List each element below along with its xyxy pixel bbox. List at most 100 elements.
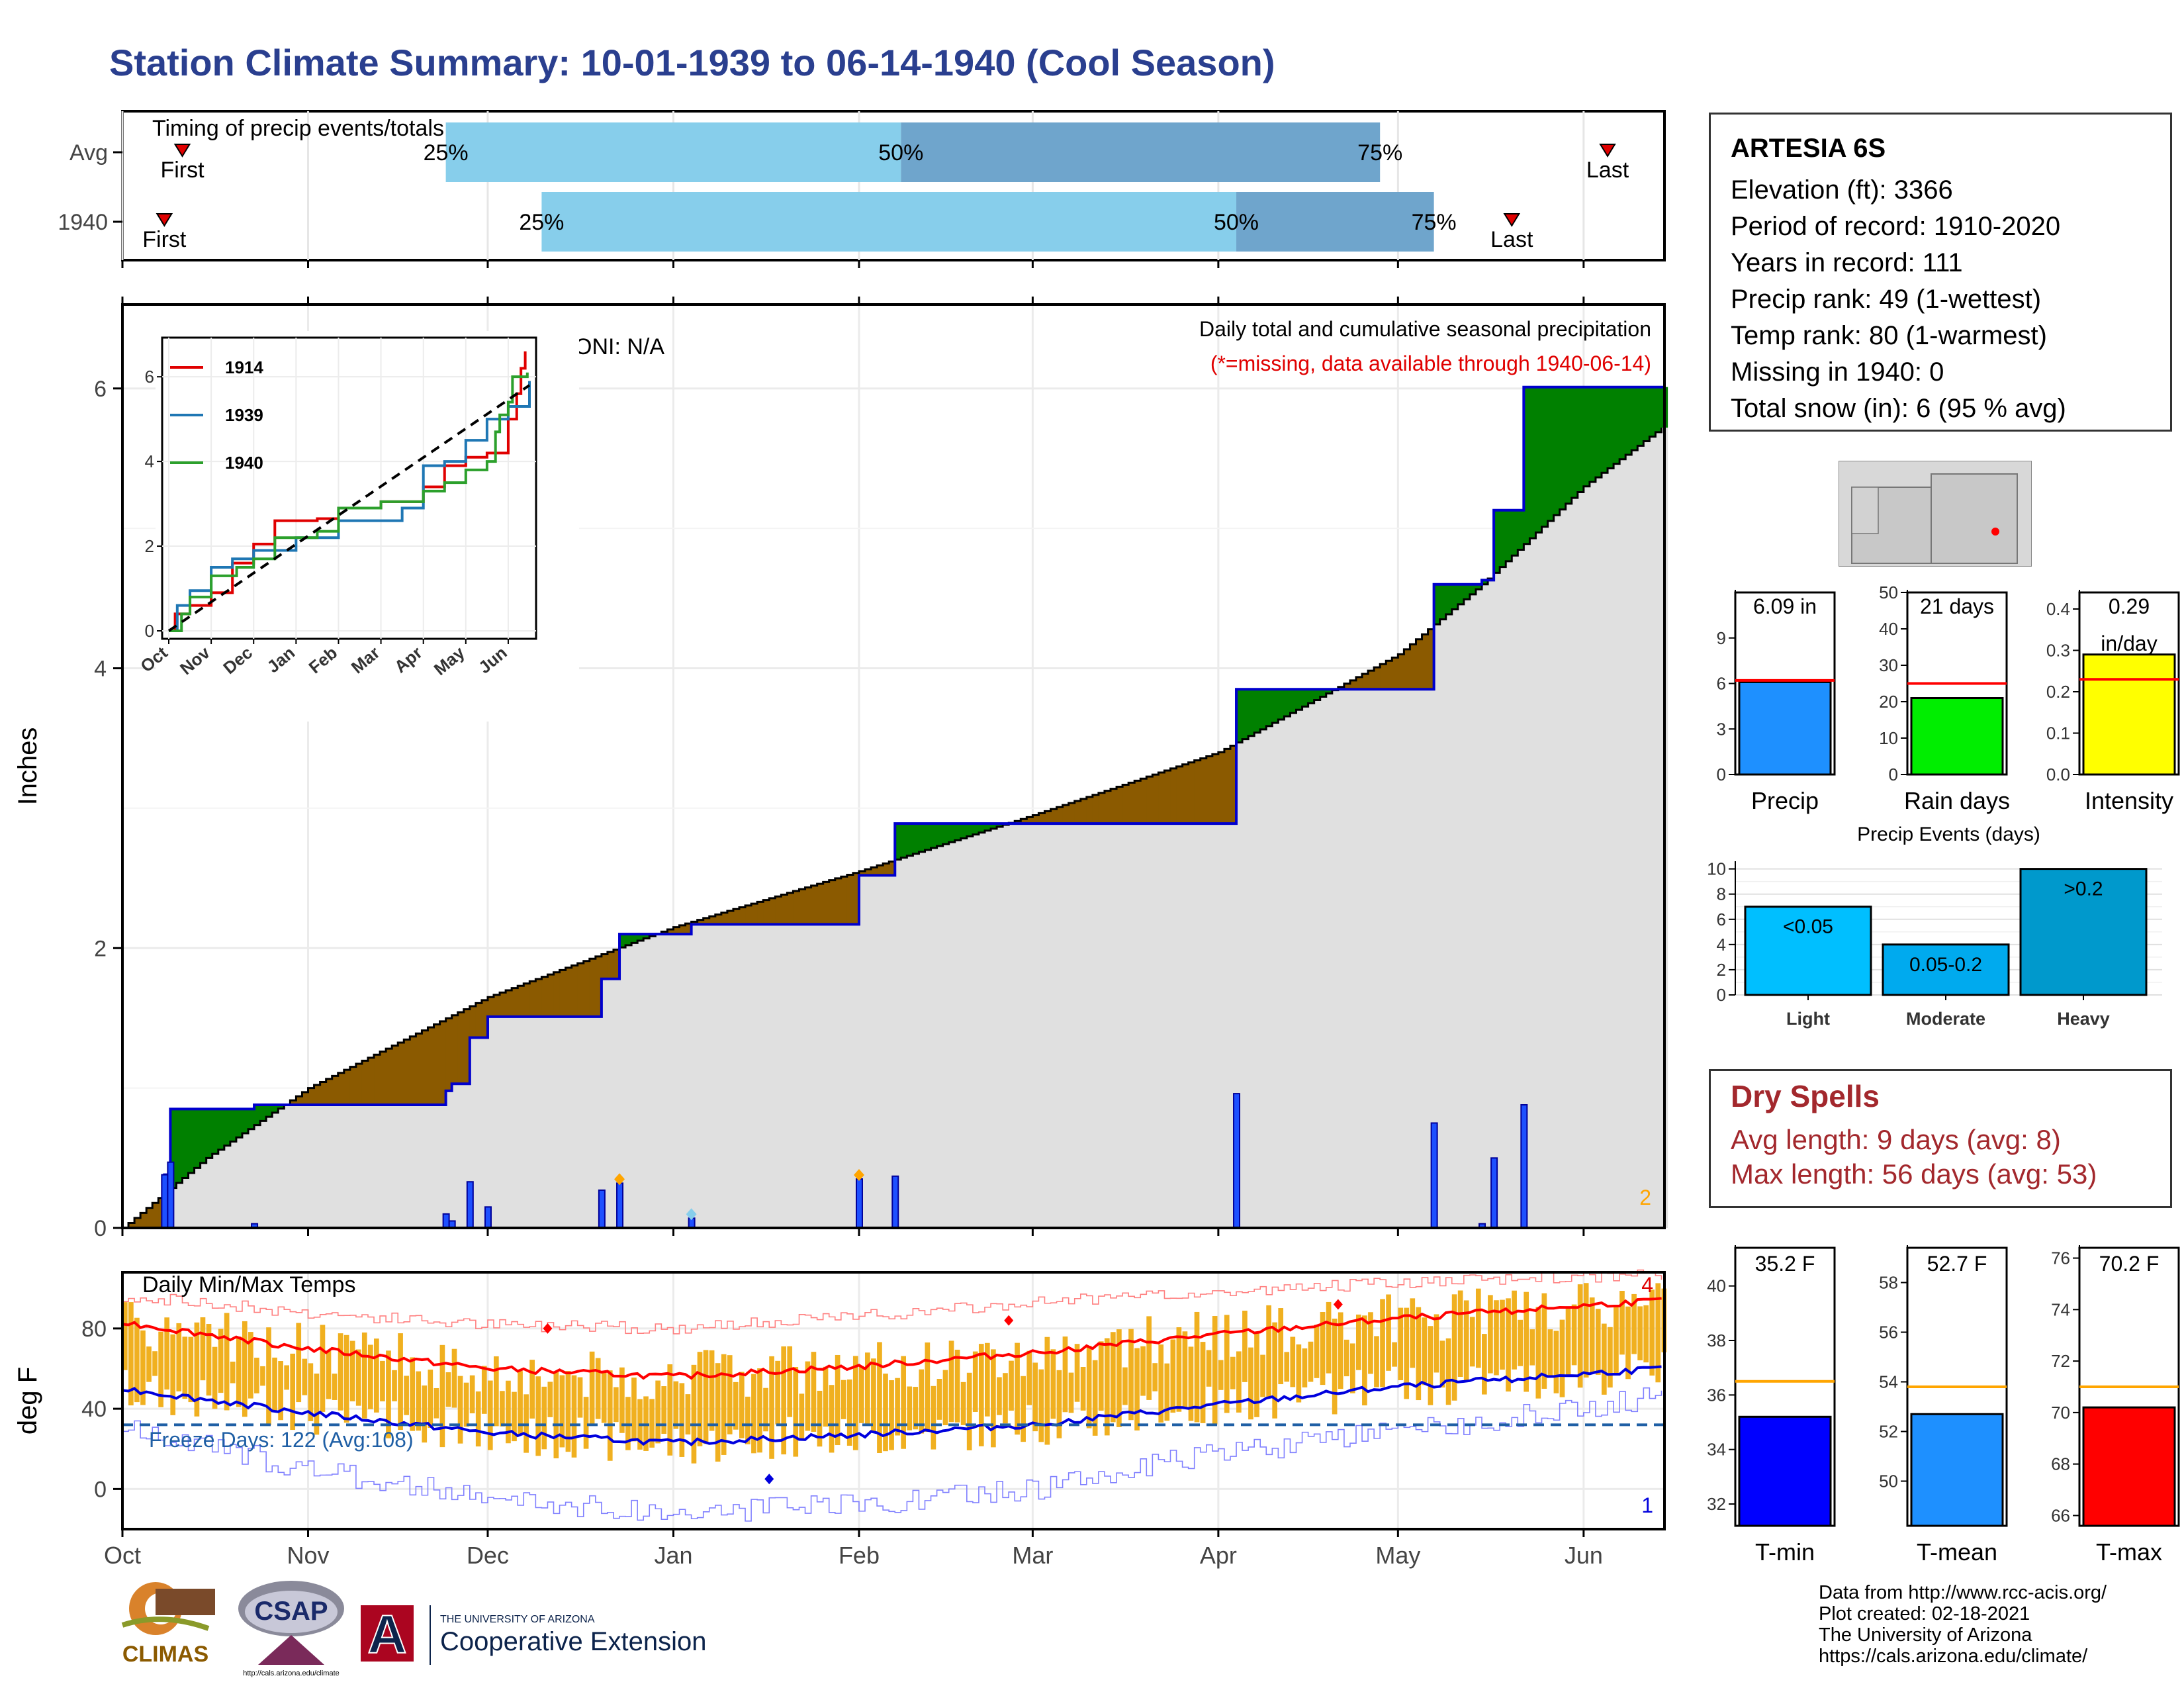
precip-below-normal bbox=[817, 884, 824, 925]
temp-daily-bar bbox=[1302, 1348, 1308, 1387]
precip-normal-area bbox=[793, 924, 800, 1228]
summary-bar-temp-1 bbox=[1910, 1413, 2004, 1527]
temp-daily-bar bbox=[1445, 1338, 1451, 1405]
temp-daily-bar bbox=[1380, 1299, 1385, 1387]
timing-quartile-label: 75% bbox=[1357, 140, 1402, 165]
temp-daily-bar bbox=[1320, 1311, 1326, 1385]
precip-below-normal bbox=[320, 1082, 327, 1105]
precip-normal-area bbox=[1104, 823, 1111, 1228]
precip-below-normal bbox=[601, 954, 608, 979]
precip-normal-area bbox=[439, 1105, 447, 1228]
precip-above-normal bbox=[942, 823, 950, 845]
precip-below-normal bbox=[787, 892, 794, 925]
precip-ytick-label: 6 bbox=[94, 377, 107, 402]
temp-daily-bar bbox=[1050, 1349, 1056, 1419]
precip-normal-area bbox=[1433, 624, 1441, 1228]
precip-below-normal bbox=[1212, 754, 1219, 824]
precip-normal-area bbox=[1655, 432, 1662, 1229]
precip-below-normal bbox=[494, 994, 500, 1017]
temp-daily-bar bbox=[1009, 1360, 1014, 1411]
temp-daily-bar bbox=[1595, 1309, 1601, 1375]
csap-url: http://cals.arizona.edu/climate bbox=[243, 1669, 340, 1677]
precip-normal-area bbox=[643, 938, 650, 1228]
summary-ytick-label: 6 bbox=[1717, 674, 1726, 694]
summary-ytick-label: 66 bbox=[2051, 1505, 2070, 1525]
timing-row-label: 1940 bbox=[58, 210, 108, 235]
summary-ytick-label: 74 bbox=[2051, 1299, 2070, 1319]
precip-normal-area bbox=[338, 1105, 345, 1228]
precip-below-normal bbox=[1158, 773, 1165, 824]
temp-daily-bar bbox=[1433, 1314, 1439, 1373]
precip-above-normal bbox=[1625, 387, 1632, 455]
precip-ylabel: Inches bbox=[13, 727, 42, 806]
temp-daily-bar bbox=[1248, 1347, 1253, 1420]
precip-normal-area bbox=[1260, 729, 1267, 1228]
precip-below-normal bbox=[846, 874, 854, 925]
precip-normal-area bbox=[236, 1137, 243, 1228]
precip-normal-area bbox=[1062, 823, 1069, 1228]
precip-normal-area bbox=[1003, 825, 1009, 1228]
precip-below-normal bbox=[697, 919, 704, 925]
temp-daily-bar bbox=[936, 1379, 942, 1420]
precip-normal-area bbox=[541, 1016, 549, 1228]
precip-normal-area bbox=[1565, 503, 1572, 1228]
precip-below-normal bbox=[1098, 792, 1105, 824]
temp-daily-bar bbox=[290, 1353, 296, 1430]
precip-below-normal bbox=[469, 1006, 477, 1038]
precip-below-normal bbox=[308, 1088, 315, 1105]
precip-normal-area bbox=[1152, 823, 1159, 1228]
temp-record-min-line bbox=[122, 1387, 1662, 1522]
temp-daily-bar bbox=[1494, 1300, 1499, 1376]
precip-normal-area bbox=[733, 924, 740, 1228]
temperature-chart: 0 40 80 Oct Nov Dec Jan Feb Mar Apr May Jun deg F Dai… bbox=[13, 1269, 1667, 1569]
temp-xtick-label: Oct bbox=[104, 1542, 141, 1569]
temp-daily-bar bbox=[1212, 1316, 1218, 1425]
temp-daily-bar bbox=[613, 1387, 619, 1423]
precip-normal-area bbox=[751, 924, 758, 1228]
precip-below-normal bbox=[1218, 752, 1225, 824]
precip-above-normal bbox=[1278, 689, 1285, 720]
precip-normal-area bbox=[1044, 823, 1052, 1228]
precip-cumulative-line bbox=[122, 385, 1664, 1229]
temp-daily-bar bbox=[386, 1350, 391, 1438]
precip-normal-area bbox=[565, 1016, 572, 1228]
dry-spells-max: Max length: 56 days (avg: 53) bbox=[1731, 1158, 2097, 1190]
temp-daily-bar bbox=[1614, 1306, 1619, 1374]
precip-normal-area bbox=[1451, 609, 1459, 1228]
precip-below-normal bbox=[607, 952, 614, 979]
temp-daily-bar bbox=[715, 1363, 721, 1462]
temp-daily-bar bbox=[349, 1340, 355, 1401]
dry-spells-avg: Avg length: 9 days (avg: 8) bbox=[1731, 1124, 2061, 1155]
precip-below-normal bbox=[1111, 788, 1117, 824]
precip-above-normal bbox=[631, 934, 638, 943]
precip-normal-area bbox=[865, 875, 872, 1228]
precip-normal-area bbox=[1631, 450, 1638, 1229]
precip-below-normal bbox=[1134, 780, 1141, 824]
precip-below-normal bbox=[763, 900, 770, 925]
timing-last-label: Last bbox=[1490, 227, 1533, 252]
precip-normal-area bbox=[1547, 520, 1555, 1228]
precip-normal-area bbox=[913, 853, 920, 1228]
precip-normal-area bbox=[877, 875, 884, 1228]
precip-normal-area bbox=[595, 1016, 602, 1228]
precip-normal-area bbox=[1338, 689, 1345, 1228]
temp-daily-bar bbox=[1625, 1306, 1631, 1380]
summary-ytick-label: 52 bbox=[1879, 1422, 1898, 1442]
precip-normal-area bbox=[721, 924, 728, 1228]
temp-daily-bar bbox=[925, 1342, 931, 1432]
precip-below-normal bbox=[715, 914, 722, 925]
temp-daily-bar bbox=[1086, 1345, 1092, 1429]
temp-daily-bar bbox=[500, 1391, 505, 1427]
events-ytick-label: 4 bbox=[1717, 935, 1726, 955]
temp-xtick-label: Jan bbox=[654, 1542, 692, 1569]
precip-normal-area bbox=[500, 1016, 506, 1228]
precip-above-normal bbox=[1512, 510, 1518, 556]
temp-daily-bar bbox=[194, 1322, 200, 1417]
temp-daily-bar bbox=[1362, 1315, 1367, 1406]
precip-normal-area bbox=[619, 947, 626, 1228]
precip-above-normal bbox=[242, 1109, 249, 1134]
precip-below-normal bbox=[433, 1024, 441, 1105]
precip-normal-area bbox=[553, 1016, 561, 1228]
precip-normal-area bbox=[799, 924, 806, 1228]
temp-daily-bar bbox=[835, 1354, 841, 1446]
